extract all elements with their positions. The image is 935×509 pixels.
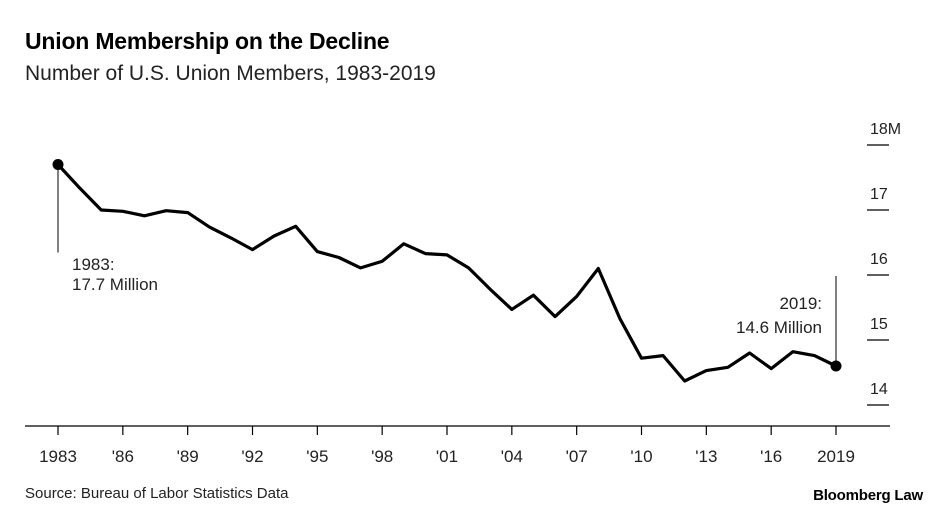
x-tick-label: '98: [371, 447, 393, 466]
y-tick-label: 18M: [870, 121, 901, 138]
x-tick-label: '95: [306, 447, 328, 466]
data-points: [52, 159, 842, 372]
annotation-leaders: [57, 164, 837, 366]
annotation-labels: 1983:17.7 Million 2019: 14.6 Million: [72, 255, 822, 337]
endpoint-dot: [52, 159, 64, 170]
y-tick-label: 16: [870, 251, 888, 268]
brand-logo: Bloomberg Law: [813, 487, 923, 504]
x-tick-label: '86: [112, 447, 134, 466]
x-tick-label: '13: [695, 447, 717, 466]
chart-subtitle: Number of U.S. Union Members, 1983-2019: [25, 62, 436, 85]
source-note: Source: Bureau of Labor Statistics Data: [25, 485, 289, 502]
x-tick-label: 1983: [39, 447, 77, 466]
chart-title: Union Membership on the Decline: [25, 28, 390, 54]
annotation-value: 14.6 Million: [736, 318, 822, 337]
y-axis-ticks: 14 15 16 17 18M: [867, 121, 901, 406]
endpoint-dot: [830, 360, 842, 372]
x-tick-label: '07: [566, 447, 588, 466]
series-line: [56, 162, 838, 383]
x-tick-label: '89: [177, 447, 199, 466]
x-axis-ticks: 1983 '86 '89 '92 '95 '98 '01 '04 '07 '10 '13 '16 201…: [39, 426, 855, 466]
annotation-value: 17.7 Million: [72, 275, 158, 294]
y-tick-label: 15: [870, 316, 888, 333]
x-tick-label: '10: [630, 447, 652, 466]
y-tick-label: 17: [870, 186, 888, 203]
annotation-year: 1983:: [72, 255, 115, 274]
annotation-year: 2019:: [779, 294, 822, 313]
y-tick-label: 14: [870, 381, 888, 398]
x-tick-label: '92: [241, 447, 263, 466]
x-tick-label: '01: [436, 447, 458, 466]
x-tick-label: 2019: [817, 447, 855, 466]
x-tick-label: '04: [501, 447, 523, 466]
x-tick-label: '16: [760, 447, 782, 466]
